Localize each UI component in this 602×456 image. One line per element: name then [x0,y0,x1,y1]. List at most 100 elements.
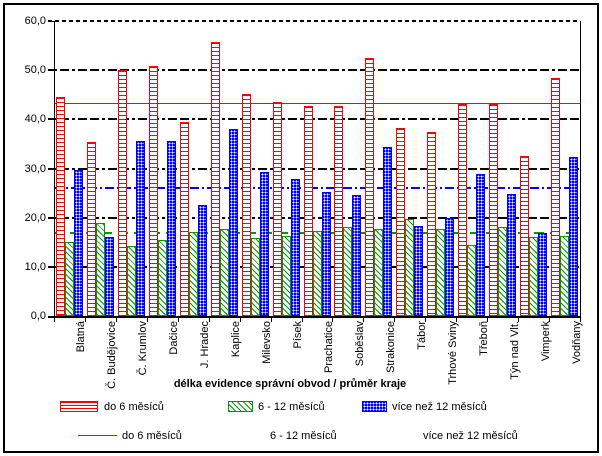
x-tick [146,318,148,322]
y-tick-label: 20,0 [24,211,46,224]
x-tick [54,318,55,322]
legend-label: do 6 měsíců [122,430,182,442]
bar [334,106,344,316]
bar [312,230,322,316]
bar [352,194,362,316]
legend-swatch-red-bars [60,401,98,412]
y-tick-label: 60,0 [24,15,46,27]
bar [73,169,83,316]
bar [166,141,176,316]
x-category-label: Strakonice [384,321,397,373]
bar [476,174,486,316]
y-tick-label: 30,0 [24,162,46,175]
bar [126,246,136,316]
bar [179,121,189,316]
bar [498,226,508,316]
y-tick [48,217,54,219]
bar [281,236,291,316]
bar [95,223,105,316]
bar [219,229,229,316]
y-tick [48,21,54,22]
y-tick-label: 10,0 [24,260,46,273]
bar [569,157,579,316]
y-tick-label: 50,0 [24,64,46,77]
x-tick [115,318,117,322]
legend-swatch-red-line [78,435,117,436]
bar [86,141,96,316]
legend-swatch-blue-bars [362,401,387,412]
x-tick [456,318,458,322]
bar [436,228,446,316]
bar [489,103,499,316]
legend-label: do 6 měsíců [104,401,164,413]
y-tick-label: 0,0 [30,310,46,322]
x-tick [332,318,334,322]
bar [538,232,548,316]
x-tick [208,318,210,322]
bar [272,101,282,316]
bar [250,237,260,316]
x-tick [301,318,303,322]
bar [520,155,530,316]
bar [303,106,313,316]
x-tick [580,318,581,322]
reference-line-dash-dot [54,186,580,189]
bar [414,225,424,316]
bar [365,58,375,316]
bar [560,235,570,316]
x-category-label: Soběslav [353,321,366,367]
x-category-label: Blatná [75,321,88,353]
y-tick [48,70,54,72]
x-tick [394,318,396,322]
x-category-label: Milevsko [261,321,274,364]
x-category-label: Prachatice [323,321,335,373]
y-tick [48,266,54,268]
bar [64,242,74,316]
legend-label: 6 - 12 měsíců [270,430,337,442]
x-axis-title: délka evidence správní obvod / průměr kr… [173,378,407,390]
legend-label: více než 12 měsíců [392,401,487,413]
bar [135,140,145,316]
y-tick-label: 40,0 [24,113,46,126]
bar [210,42,220,316]
bar [343,226,353,316]
bar [529,237,539,316]
x-axis-line [48,316,581,318]
bar [197,205,207,316]
bar [507,193,517,316]
x-category-label: Tábor [415,321,428,350]
bar [259,171,269,316]
y-axis-line [54,21,55,317]
plot-right-border [580,21,581,317]
x-category-label: Vimperk [539,321,552,362]
gridline-50 [48,69,580,72]
legend-label: více než 12 měsíců [423,430,518,442]
bar [104,236,114,316]
x-category-label: Vodňany [570,321,583,364]
bar [458,103,468,316]
bar [148,65,158,316]
x-tick [518,318,520,322]
bar [383,147,393,316]
x-tick [363,318,365,322]
x-category-label: Třeboň [477,321,490,356]
x-tick [239,318,241,322]
x-category-label: Kaplice [230,321,243,358]
bar [290,179,300,316]
x-category-label: Č. Krumlov [137,321,150,376]
bar [321,192,331,316]
y-tick [48,316,54,317]
bar [427,132,437,316]
bar [55,97,65,316]
x-tick [177,318,179,322]
x-category-label: Týn nad Vlt. [508,321,521,380]
bar [396,128,406,316]
bar [228,128,238,316]
bar [157,239,167,316]
x-tick [487,318,489,322]
bar [467,245,477,316]
bar [374,228,384,316]
gridline-40 [48,118,580,121]
x-tick [270,318,272,322]
